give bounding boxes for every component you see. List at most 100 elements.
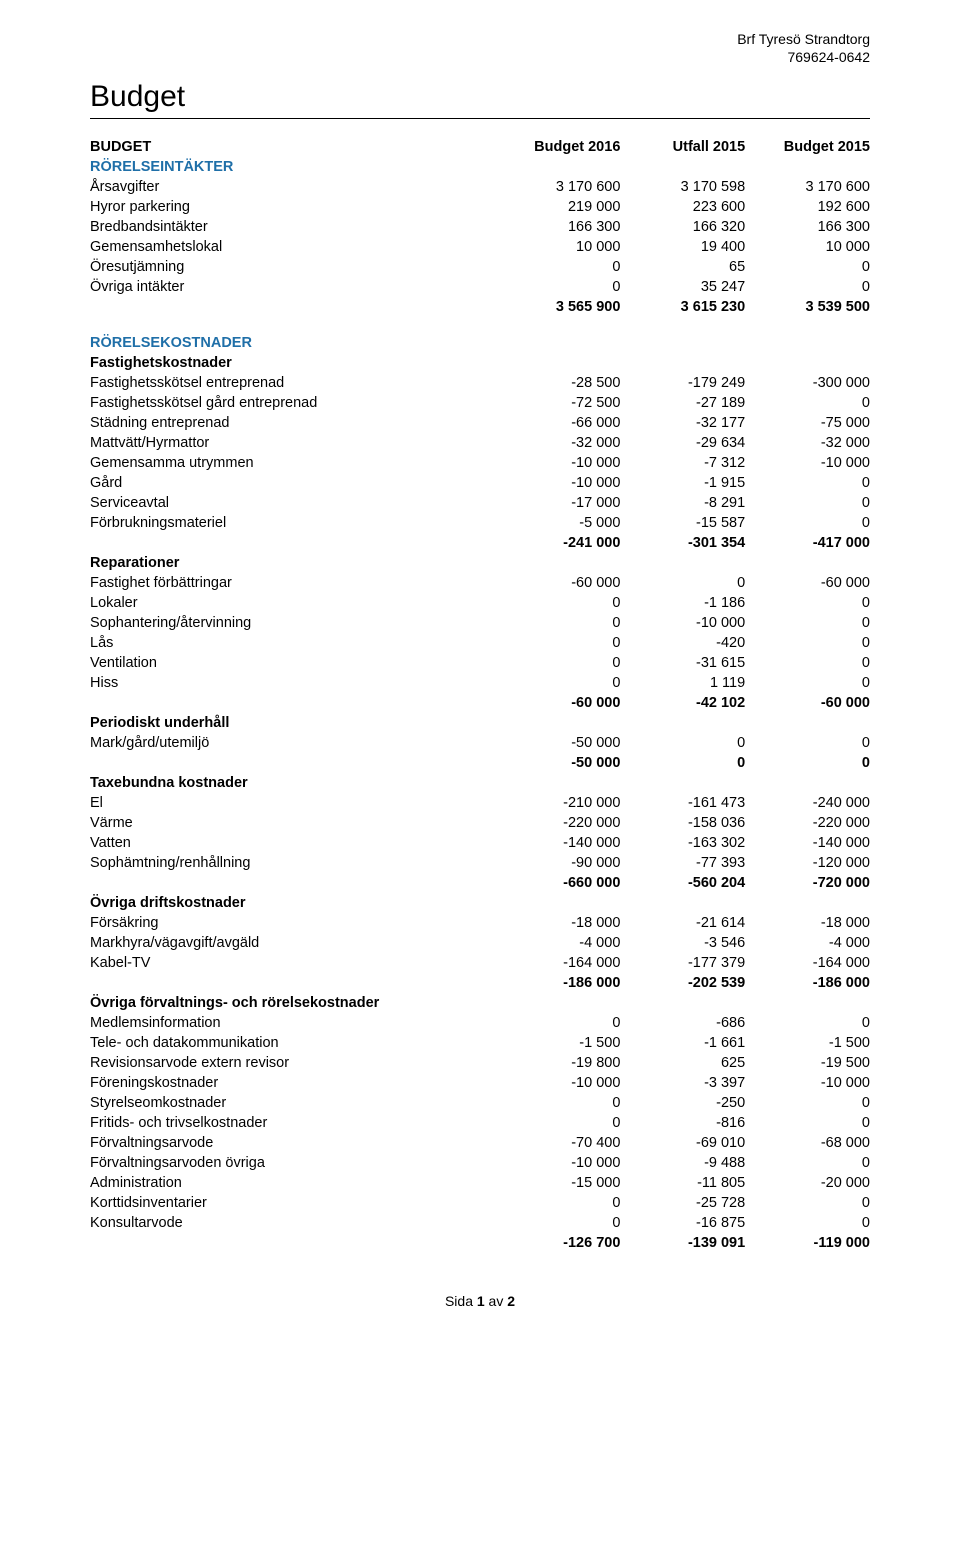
- data-row: Gemensamhetslokal10 00019 40010 000: [90, 237, 870, 257]
- row-value: 625: [620, 1053, 745, 1073]
- row-value: [496, 713, 621, 733]
- row-label: Konsultarvode: [90, 1213, 496, 1233]
- row-value: 0: [496, 1113, 621, 1133]
- row-value: -10 000: [496, 453, 621, 473]
- row-value: -10 000: [745, 453, 870, 473]
- row-value: -120 000: [745, 853, 870, 873]
- row-label: Sophämtning/renhållning: [90, 853, 496, 873]
- row-label: Lås: [90, 633, 496, 653]
- row-value: 3 539 500: [745, 297, 870, 317]
- row-value: 0: [745, 513, 870, 533]
- row-value: 0: [745, 1113, 870, 1133]
- row-value: -32 000: [745, 433, 870, 453]
- row-value: -10 000: [496, 1073, 621, 1093]
- row-value: -1 186: [620, 593, 745, 613]
- row-value: -32 177: [620, 413, 745, 433]
- row-value: 0: [496, 1193, 621, 1213]
- row-value: -29 634: [620, 433, 745, 453]
- row-label: Markhyra/vägavgift/avgäld: [90, 933, 496, 953]
- row-label: Reparationer: [90, 553, 496, 573]
- row-value: [745, 773, 870, 793]
- row-label: Administration: [90, 1173, 496, 1193]
- row-label: [90, 873, 496, 893]
- row-value: 0: [745, 733, 870, 753]
- row-value: -179 249: [620, 373, 745, 393]
- row-value: 35 247: [620, 277, 745, 297]
- row-value: -164 000: [496, 953, 621, 973]
- sub-total: -186 000-202 539-186 000: [90, 973, 870, 993]
- row-value: -686: [620, 1013, 745, 1033]
- row-label: RÖRELSEINTÄKTER: [90, 157, 496, 177]
- row-label: Föreningskostnader: [90, 1073, 496, 1093]
- page: Brf Tyresö Strandtorg 769624-0642 Budget…: [0, 0, 960, 1339]
- row-value: 0: [745, 493, 870, 513]
- row-value: -126 700: [496, 1233, 621, 1253]
- row-value: -660 000: [496, 873, 621, 893]
- row-value: [745, 893, 870, 913]
- row-value: -301 354: [620, 533, 745, 553]
- row-label: El: [90, 793, 496, 813]
- row-value: -72 500: [496, 393, 621, 413]
- row-value: -139 091: [620, 1233, 745, 1253]
- row-value: -1 500: [496, 1033, 621, 1053]
- data-row: Lokaler0-1 1860: [90, 593, 870, 613]
- sub-total: -60 000-42 102-60 000: [90, 693, 870, 713]
- sub-heading: Reparationer: [90, 553, 870, 573]
- row-value: 0: [745, 1193, 870, 1213]
- row-label: Värme: [90, 813, 496, 833]
- row-value: [496, 993, 621, 1013]
- row-value: 3 565 900: [496, 297, 621, 317]
- row-label: Bredbandsintäkter: [90, 217, 496, 237]
- row-value: -17 000: [496, 493, 621, 513]
- row-value: -42 102: [620, 693, 745, 713]
- row-value: [496, 333, 621, 353]
- row-value: -60 000: [496, 693, 621, 713]
- row-value: -7 312: [620, 453, 745, 473]
- row-value: -18 000: [745, 913, 870, 933]
- row-value: -11 805: [620, 1173, 745, 1193]
- sub-heading: Periodiskt underhåll: [90, 713, 870, 733]
- row-value: 0: [496, 1213, 621, 1233]
- row-value: -70 400: [496, 1133, 621, 1153]
- sub-heading: Övriga förvaltnings- och rörelsekostnade…: [90, 993, 870, 1013]
- row-value: -28 500: [496, 373, 621, 393]
- row-label: [90, 297, 496, 317]
- sub-total: -126 700-139 091-119 000: [90, 1233, 870, 1253]
- data-row: Mattvätt/Hyrmattor-32 000-29 634-32 000: [90, 433, 870, 453]
- row-value: 166 300: [496, 217, 621, 237]
- sub-heading: Taxebundna kostnader: [90, 773, 870, 793]
- data-row: Medlemsinformation0-6860: [90, 1013, 870, 1033]
- row-value: -250: [620, 1093, 745, 1113]
- data-row: Hyror parkering219 000223 600192 600: [90, 197, 870, 217]
- budget-table: BUDGETBudget 2016Utfall 2015Budget 2015R…: [90, 137, 870, 1253]
- row-label: Övriga driftskostnader: [90, 893, 496, 913]
- data-row: Administration-15 000-11 805-20 000: [90, 1173, 870, 1193]
- footer-page-tot: 2: [507, 1293, 515, 1309]
- row-value: -420: [620, 633, 745, 653]
- spacer-cell: [90, 317, 870, 333]
- section-total: 3 565 9003 615 2303 539 500: [90, 297, 870, 317]
- row-label: Fastighetsskötsel gård entreprenad: [90, 393, 496, 413]
- row-value: 0: [620, 733, 745, 753]
- row-label: Öresutjämning: [90, 257, 496, 277]
- row-value: -186 000: [745, 973, 870, 993]
- row-value: -241 000: [496, 533, 621, 553]
- row-value: -119 000: [745, 1233, 870, 1253]
- row-value: 0: [745, 1213, 870, 1233]
- sub-heading: Övriga driftskostnader: [90, 893, 870, 913]
- org-number: 769624-0642: [737, 48, 870, 66]
- row-value: 0: [496, 593, 621, 613]
- row-value: 1 119: [620, 673, 745, 693]
- row-value: [745, 333, 870, 353]
- row-value: -816: [620, 1113, 745, 1133]
- row-value: -15 000: [496, 1173, 621, 1193]
- row-value: 0: [745, 277, 870, 297]
- row-label: Revisionsarvode extern revisor: [90, 1053, 496, 1073]
- row-value: -220 000: [745, 813, 870, 833]
- row-value: -210 000: [496, 793, 621, 813]
- row-label: Periodiskt underhåll: [90, 713, 496, 733]
- data-row: Vatten-140 000-163 302-140 000: [90, 833, 870, 853]
- row-label: Medlemsinformation: [90, 1013, 496, 1033]
- row-value: 0: [496, 257, 621, 277]
- row-label: Kabel-TV: [90, 953, 496, 973]
